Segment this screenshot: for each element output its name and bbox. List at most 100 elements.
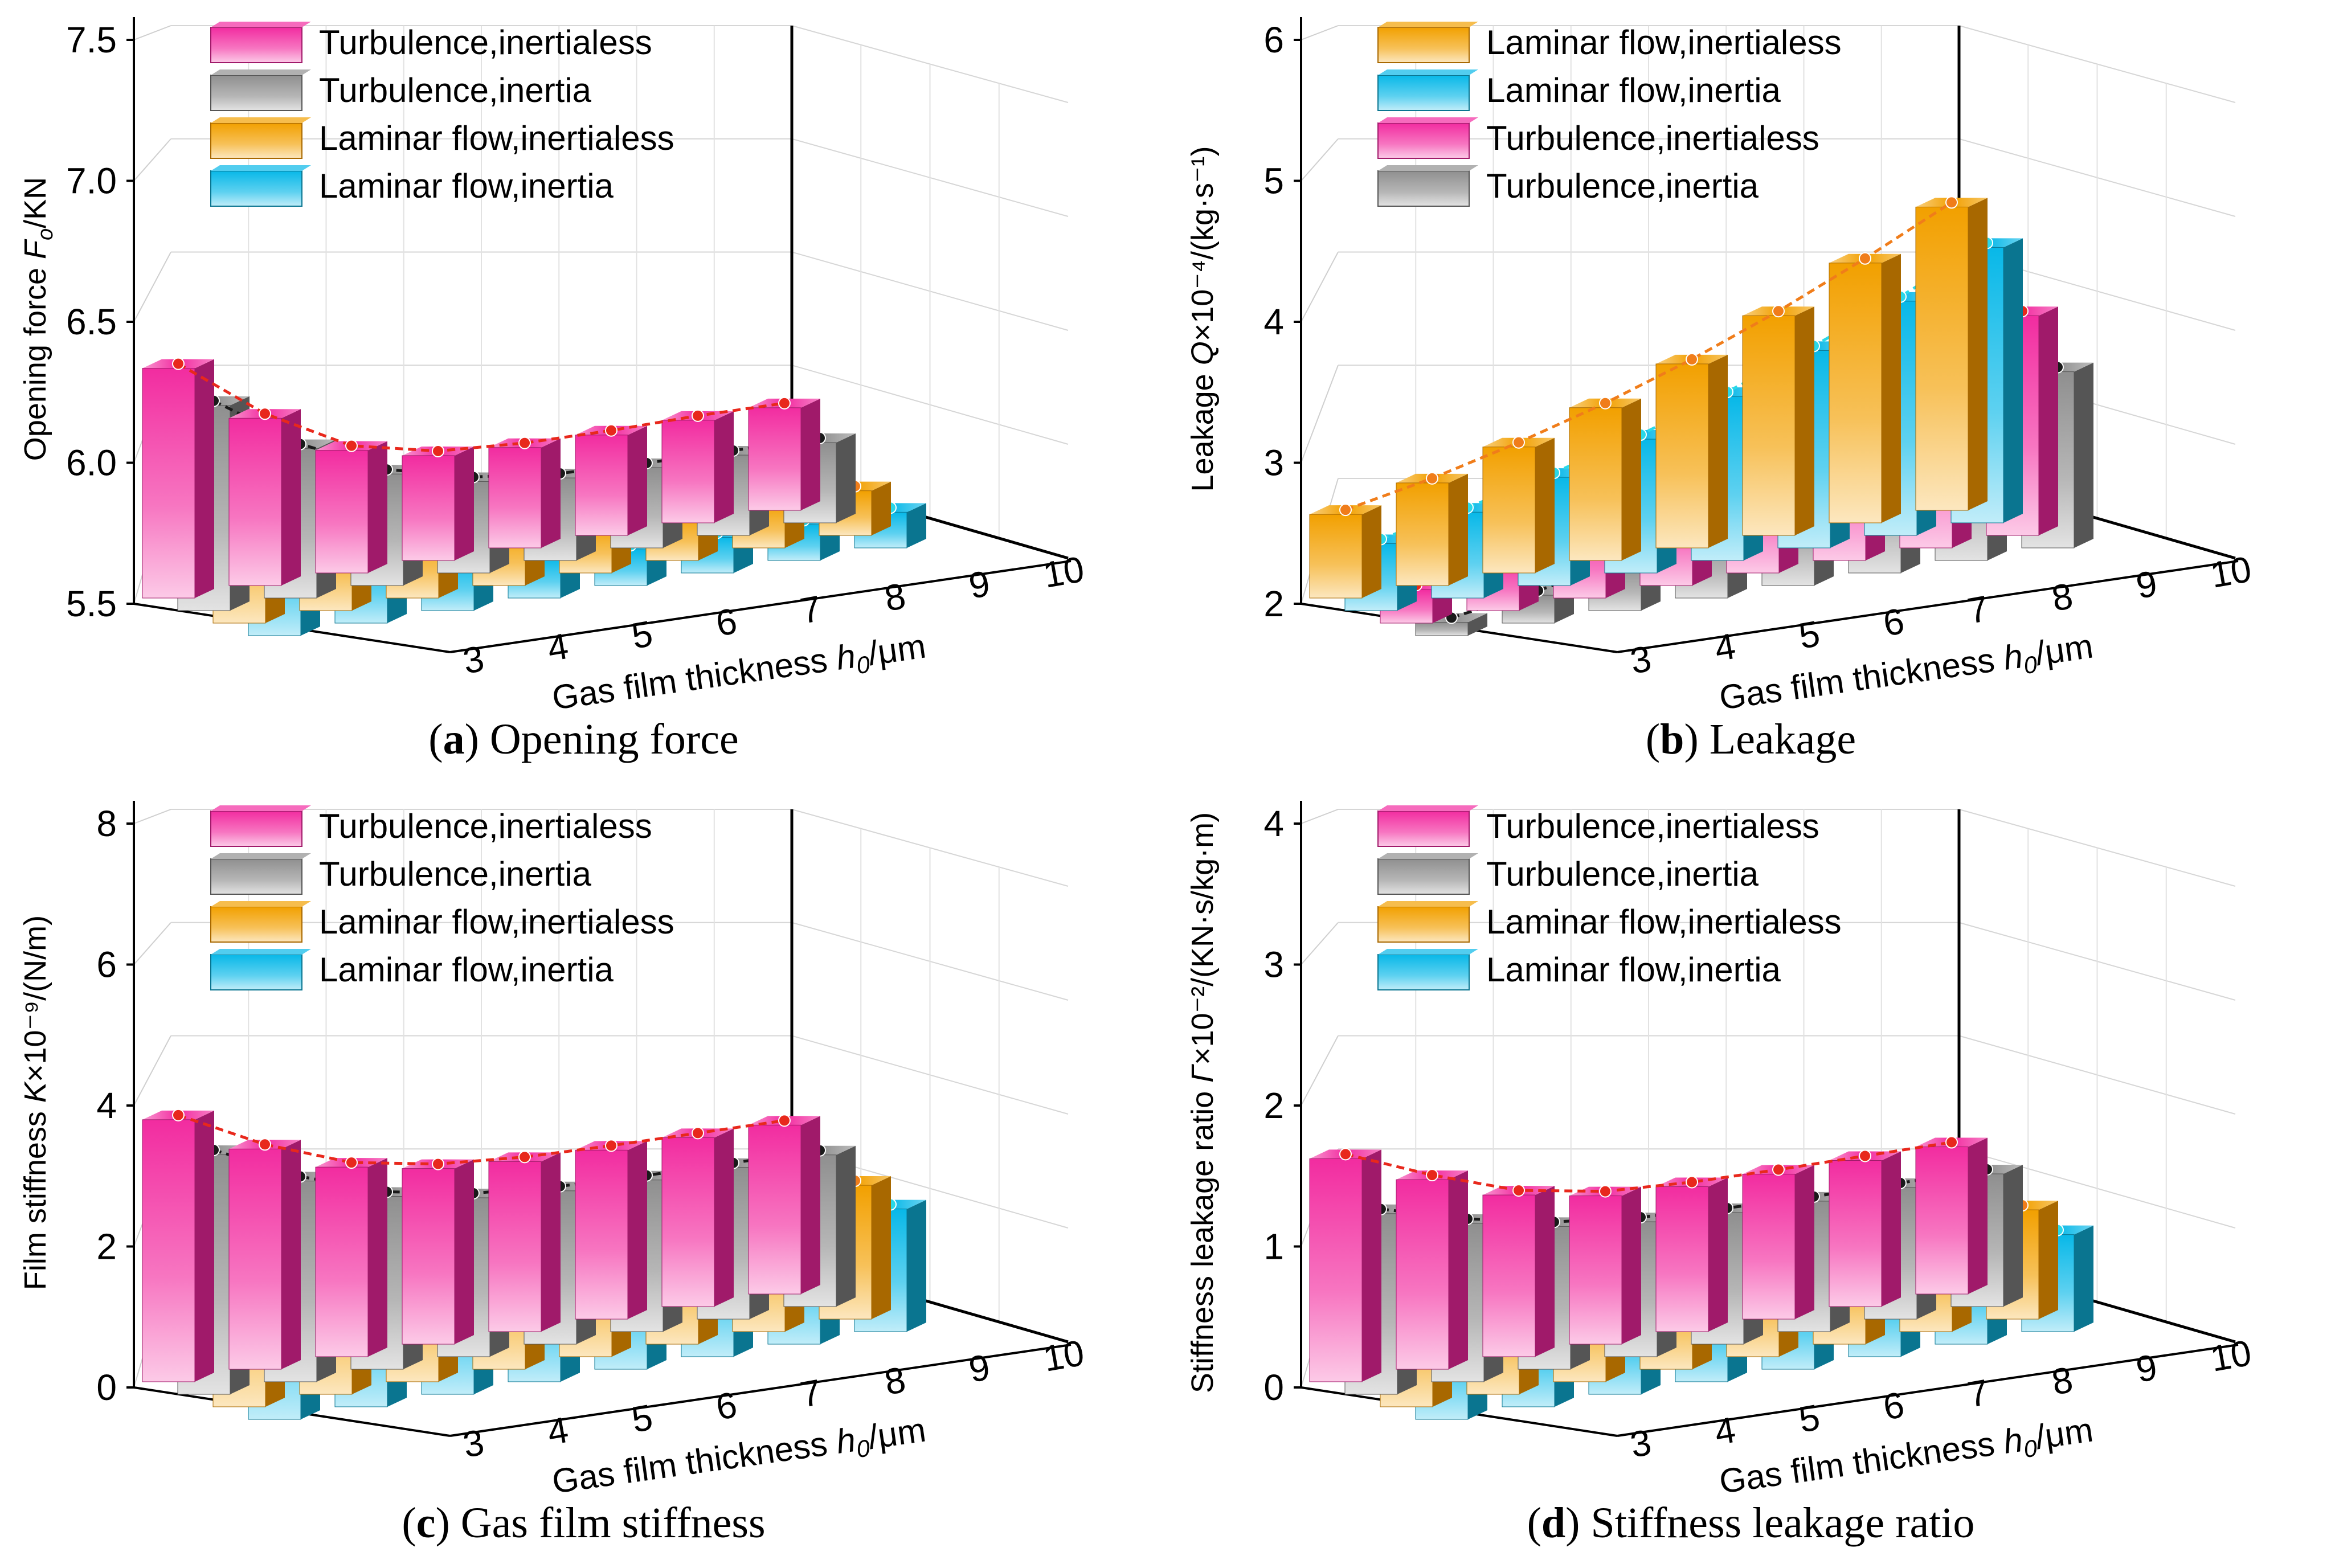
chart-panel-opening-force: 5.5 6.0 6.5 7.0 7.5 Opening force Fo/KN 3 4 5 6 7 8… [0, 0, 1167, 784]
bar [748, 407, 801, 511]
gridline [133, 809, 171, 824]
bar-side [1449, 473, 1468, 586]
gridline [133, 138, 171, 182]
bar-side [1468, 613, 1487, 636]
bar-side [2003, 238, 2023, 523]
data-point [345, 439, 358, 452]
y-tick-label: 0 [1263, 1367, 1284, 1408]
legend-swatch-top [211, 69, 311, 75]
x-tick-label: 7 [797, 588, 824, 632]
x-tick-label: 7 [1964, 1372, 1992, 1415]
bar-side [1362, 505, 1381, 598]
x-tick-label: 9 [966, 1346, 993, 1390]
y-tick-label: 4 [96, 1085, 117, 1126]
bar-side [1882, 253, 1901, 523]
bar-side [1968, 1137, 1988, 1294]
legend-swatch [210, 906, 302, 943]
data-point [1945, 1136, 1958, 1149]
x-axis-line [1617, 1344, 2239, 1437]
chart-svg-leakage: 2 3 4 5 6 Leakage Q×10⁻⁴/(kg·s⁻¹) 3 4 5 6 7 8 9 10 Gas… [1185, 17, 2255, 717]
bar-side [1708, 1177, 1728, 1332]
bar-side [1795, 306, 1814, 535]
legend-swatch-top [1378, 805, 1478, 811]
legend-swatch [1377, 954, 1470, 990]
data-point [345, 1156, 358, 1169]
legend-label: Laminar flow,inertialess [319, 119, 674, 157]
legend-swatch-top [1378, 22, 1478, 27]
bar-side [195, 359, 214, 598]
legend-label: Turbulence,inertia [1486, 855, 1759, 893]
x-tick-label: 3 [460, 638, 487, 682]
bar [315, 1166, 369, 1357]
caption-letter: b [1660, 715, 1684, 763]
legend-swatch [1377, 170, 1470, 207]
data-point [692, 1127, 704, 1140]
bar [402, 455, 455, 561]
bar [661, 1137, 715, 1307]
x-tick-label: 5 [1796, 613, 1823, 657]
bar [1309, 1158, 1363, 1382]
data-point [1339, 1148, 1352, 1161]
y-tick-label: 4 [1263, 301, 1284, 342]
x-tick-label: 6 [1880, 600, 1907, 644]
bar-side [541, 438, 561, 548]
bar [1742, 1173, 1796, 1320]
x-tick-label: 8 [2048, 1359, 2076, 1403]
caption-letter: d [1541, 1499, 1566, 1547]
bar-side [195, 1110, 214, 1382]
x-tick-label: 10 [2207, 548, 2255, 596]
legend-swatch [210, 27, 302, 63]
bar-side [872, 481, 891, 535]
legend-swatch-top [1378, 165, 1478, 171]
legend-swatch-top [1378, 69, 1478, 75]
legend-label: Laminar flow,inertialess [1486, 903, 1842, 941]
legend-swatch [210, 954, 302, 990]
bar [1915, 1147, 1969, 1295]
bar-side [368, 441, 387, 573]
caption-text: Leakage [1709, 715, 1856, 763]
legend-swatch [210, 75, 302, 111]
data-point [1686, 1176, 1698, 1189]
x-tick-label: 8 [881, 1359, 909, 1403]
bar-side [1622, 398, 1641, 560]
data-point [1426, 472, 1438, 485]
x-axis-line [1617, 560, 2239, 653]
x-tick-label: 10 [2207, 1332, 2255, 1379]
data-point [1945, 196, 1958, 209]
y-axis-label: Stiffness leakage ratio Γ×10⁻²/(KN·s/kg·… [1185, 812, 1220, 1393]
bar [228, 417, 282, 586]
x-tick-label: 5 [628, 613, 656, 657]
y-tick-label: 3 [1263, 443, 1284, 484]
y-tick-label: 8 [96, 803, 117, 844]
x-tick-label: 10 [1040, 548, 1087, 596]
caption-text: Gas film stiffness [460, 1499, 766, 1547]
bar [575, 1149, 628, 1320]
legend-swatch [210, 810, 302, 847]
x-tick-label: 6 [1880, 1384, 1907, 1428]
bar [1569, 407, 1622, 561]
y-tick-label: 4 [1263, 803, 1284, 844]
y-tick-label: 1 [1263, 1226, 1284, 1267]
bar-side [1362, 1149, 1381, 1382]
legend-swatch-top [211, 853, 311, 859]
plot-area: 0 1 2 3 4 Stiffness leakage ratio Γ×10⁻²/(KN·… [1185, 801, 2255, 1501]
bar-side [1968, 198, 1988, 510]
legend-swatch-top [1378, 853, 1478, 859]
bar [402, 1168, 455, 1345]
trend-line [177, 362, 785, 453]
data-point [1512, 436, 1525, 449]
x-tick-label: 9 [2133, 1346, 2160, 1390]
bar [748, 1124, 801, 1295]
gridline [1301, 138, 1339, 182]
data-point [1686, 353, 1698, 366]
data-point [1772, 305, 1785, 318]
x-tick-label: 4 [1711, 625, 1739, 669]
chart-panel-leakage: 2 3 4 5 6 Leakage Q×10⁻⁴/(kg·s⁻¹) 3 4 5 6 7 8 9 10 Gas… [1167, 0, 2334, 784]
y-tick-label: 0 [96, 1367, 117, 1408]
bar-side [907, 1199, 926, 1332]
chart-svg-opening-force: 5.5 6.0 6.5 7.0 7.5 Opening force Fo/KN 3 4 5 6 7 8… [18, 17, 1087, 717]
legend-label: Turbulence,inertialess [319, 23, 652, 62]
x-tick-label: 3 [1627, 638, 1654, 682]
x-tick-label: 8 [881, 575, 909, 619]
trend-line [178, 1113, 785, 1166]
